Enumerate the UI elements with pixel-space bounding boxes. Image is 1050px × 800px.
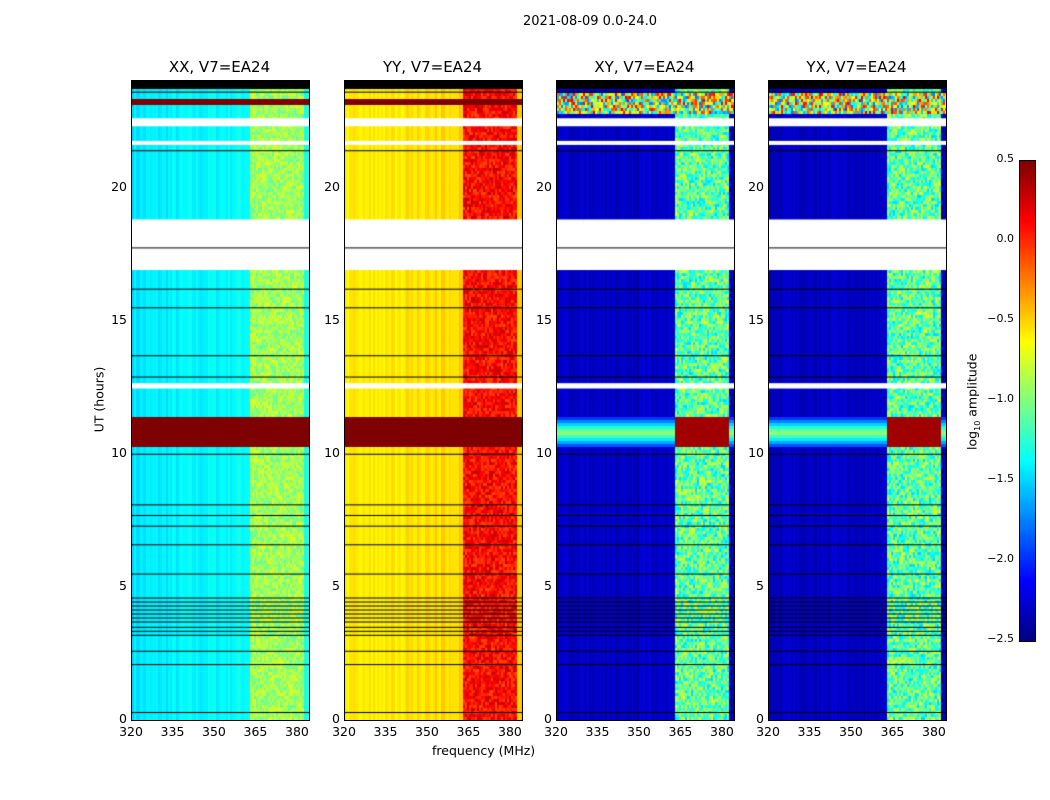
x-axis-label: frequency (MHz): [432, 743, 536, 758]
colorbar-tick-label: −1.0: [987, 392, 1014, 405]
x-tick-label: 365: [668, 724, 693, 739]
x-tick-label: 380: [285, 724, 309, 739]
y-tick-label: 15: [748, 311, 764, 327]
colorbar-tick-label: −2.5: [987, 632, 1014, 645]
x-tick-label: 380: [498, 724, 522, 739]
y-tick-label: 15: [111, 311, 127, 327]
colorbar-label-sub: 10: [972, 420, 982, 431]
figure-title: 2021-08-09 0.0-24.0: [523, 14, 657, 29]
x-tick-label: 350: [627, 724, 651, 739]
y-tick-label: 20: [324, 178, 340, 194]
y-axis-label: UT (hours): [91, 366, 107, 433]
colorbar-tick-label: 0.5: [996, 152, 1015, 165]
colorbar-tick-label: −0.5: [987, 312, 1014, 325]
y-tick-label: 5: [756, 577, 764, 593]
y-tick-label: 0: [119, 711, 127, 726]
x-tick-label: 365: [880, 724, 905, 739]
x-tick-label: 320: [332, 724, 356, 739]
y-tick-label: 20: [536, 178, 552, 194]
y-tick-label: 5: [119, 577, 127, 593]
x-tick-label: 380: [710, 724, 734, 739]
y-tick-label: 10: [324, 444, 340, 460]
x-tick-label: 335: [160, 724, 185, 739]
y-tick-label: 20: [748, 178, 764, 194]
y-tick-label: 20: [111, 178, 127, 194]
heatmap-panel: [556, 80, 735, 721]
x-tick-label: 365: [456, 724, 481, 739]
y-tick-label: 10: [111, 444, 127, 460]
panel-title: XY, V7=EA24: [594, 58, 695, 76]
x-tick-label: 350: [202, 724, 226, 739]
y-tick-label: 5: [332, 577, 340, 593]
y-tick-label: 10: [748, 444, 764, 460]
colorbar-tick-label: −1.5: [987, 472, 1014, 485]
colorbar-tick-label: 0.0: [996, 232, 1015, 245]
heatmap-panel: [768, 80, 947, 721]
x-tick-label: 320: [544, 724, 568, 739]
heatmap-panel: [344, 80, 523, 721]
y-tick-label: 0: [332, 711, 340, 726]
x-tick-label: 335: [585, 724, 610, 739]
x-tick-label: 335: [373, 724, 398, 739]
colorbar: [1019, 160, 1036, 642]
colorbar-label-prefix: log: [964, 430, 980, 450]
heatmap-panel: [131, 80, 310, 721]
panel-title: YX, V7=EA24: [806, 58, 907, 76]
y-tick-label: 0: [756, 711, 764, 726]
panel-title: XX, V7=EA24: [168, 58, 271, 76]
y-tick-label: 15: [324, 311, 340, 327]
y-tick-label: 10: [536, 444, 552, 460]
x-tick-label: 350: [415, 724, 439, 739]
colorbar-label-suffix: amplitude: [964, 353, 980, 421]
colorbar-label: log10 amplitude: [964, 347, 982, 457]
panel-title: YY, V7=EA24: [382, 58, 483, 76]
colorbar-tick-label: −2.0: [987, 552, 1014, 565]
x-tick-label: 350: [839, 724, 863, 739]
y-tick-label: 15: [536, 311, 552, 327]
x-tick-label: 380: [922, 724, 946, 739]
y-tick-label: 5: [544, 577, 552, 593]
x-tick-label: 365: [243, 724, 268, 739]
x-tick-label: 335: [797, 724, 822, 739]
y-tick-label: 0: [544, 711, 552, 726]
x-tick-label: 320: [756, 724, 780, 739]
x-tick-label: 320: [119, 724, 143, 739]
